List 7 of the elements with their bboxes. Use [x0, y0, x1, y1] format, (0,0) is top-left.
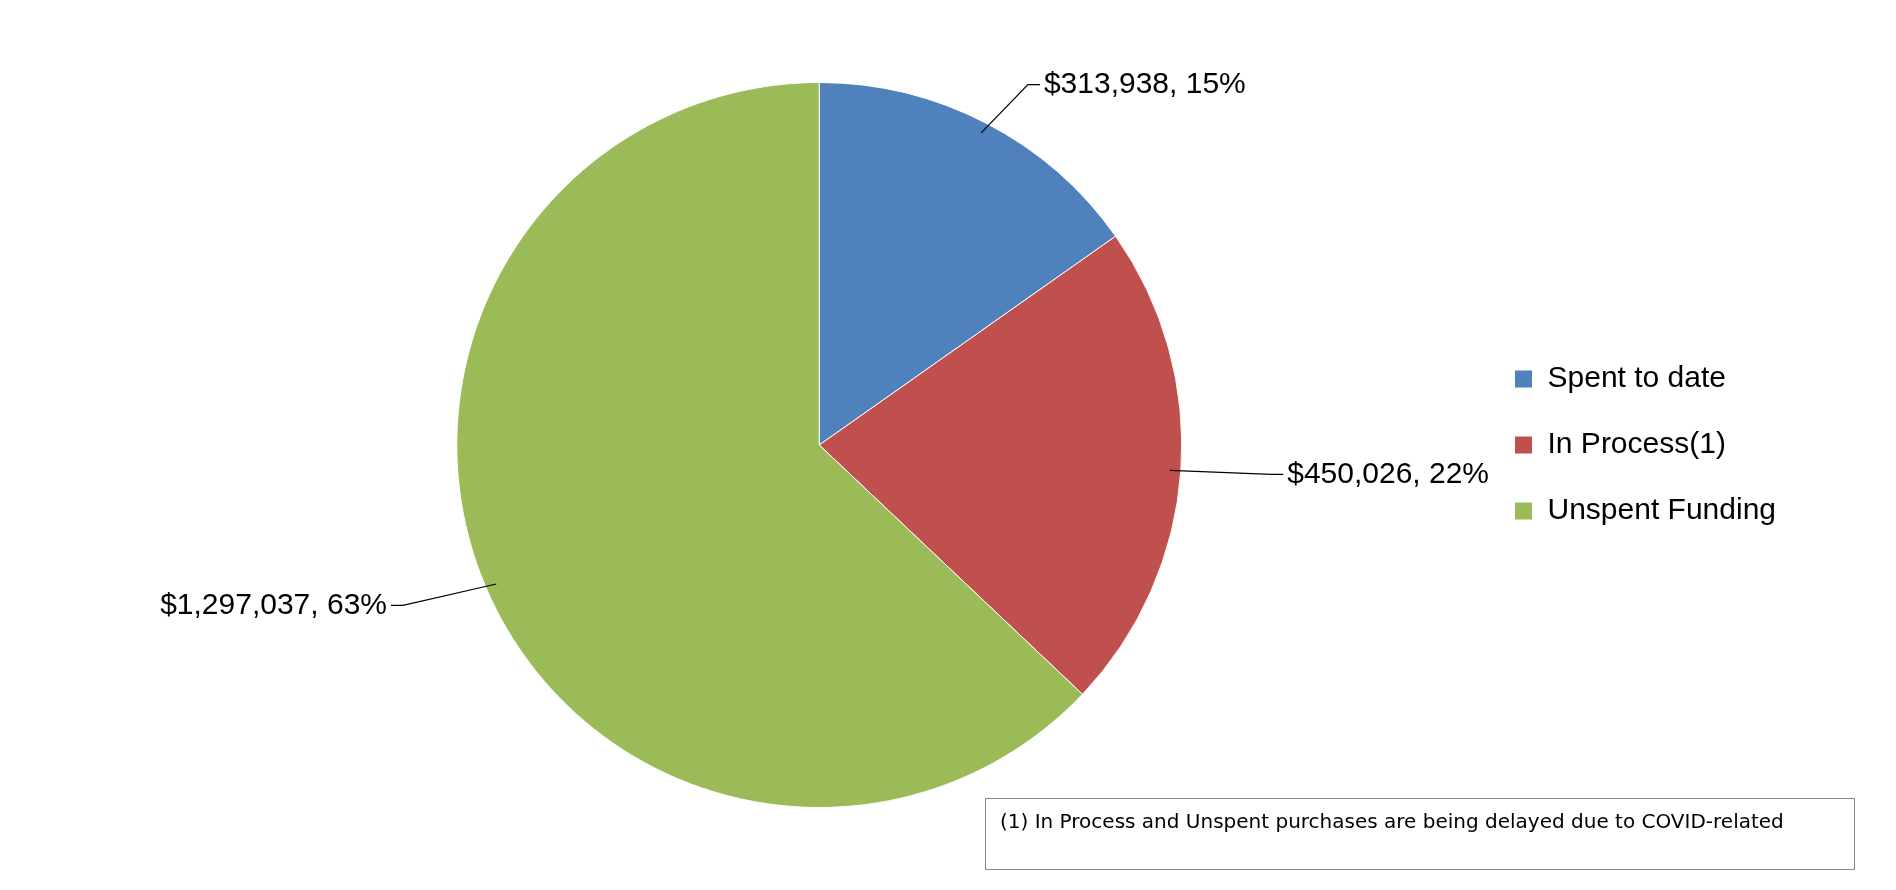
- data-label: $313,938, 15%: [1043, 65, 1246, 99]
- data-label: $1,297,037, 63%: [160, 586, 388, 620]
- text: (1) In Process and Unspent purchases are being delayed due to COVID-related: [985, 798, 1855, 870]
- legend-label: Spent to date: [1547, 360, 1726, 394]
- data-label: $450,026, 22%: [1287, 455, 1490, 489]
- legend-label: Unspent Funding: [1547, 492, 1777, 526]
- legend-label: In Process(1): [1547, 426, 1726, 460]
